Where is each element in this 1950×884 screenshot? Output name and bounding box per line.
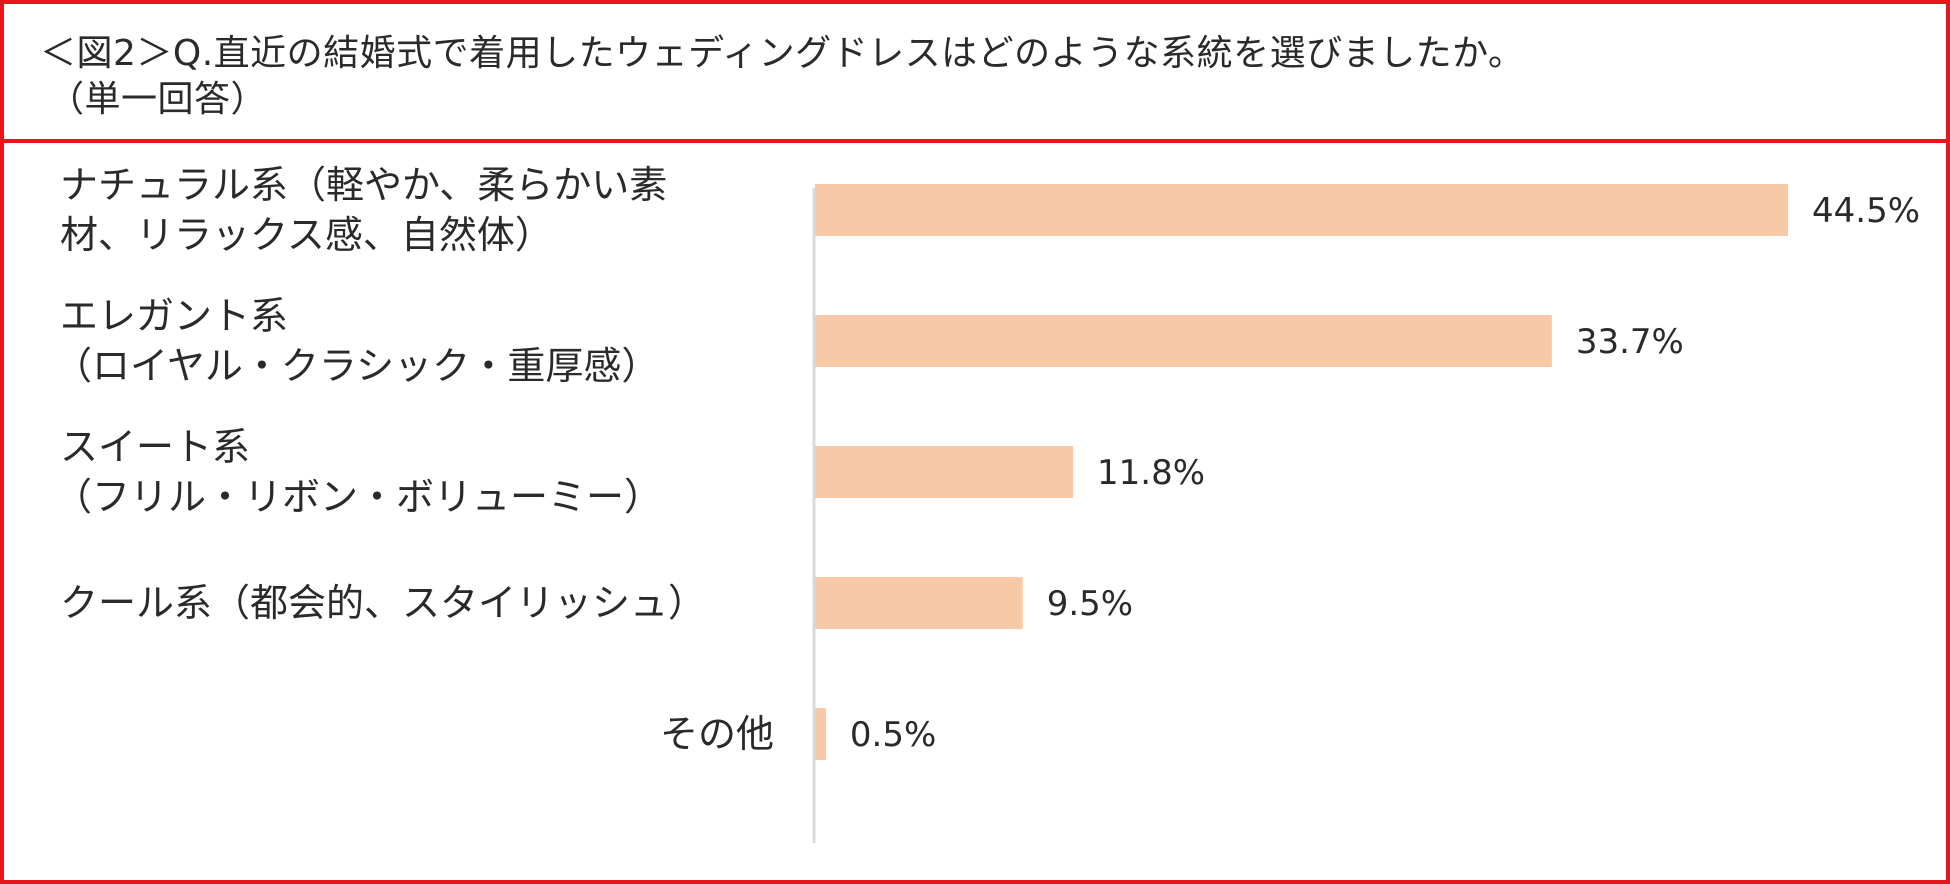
- value-label-3: 11.8%: [1097, 453, 1205, 493]
- bar-1: [815, 184, 1788, 236]
- value-label-1: 44.5%: [1812, 191, 1920, 231]
- category-label-4: クール系（都会的、スタイリッシュ）: [60, 581, 706, 625]
- category-label-2-line-2: （ロイヤル・クラシック・重厚感）: [54, 344, 659, 388]
- bar-5: [815, 708, 826, 760]
- category-label-1-line-1: ナチュラル系（軽やか、柔らかい素: [60, 163, 667, 207]
- category-label-5: その他: [660, 712, 774, 756]
- value-label-2: 33.7%: [1576, 322, 1684, 362]
- chart-box: 44.5% ナチュラル系（軽やか、柔らかい素 材、リラックス感、自然体） 33.7% エ…: [0, 139, 1950, 884]
- category-label-1-line-2: 材、リラックス感、自然体）: [60, 213, 553, 257]
- value-label-4: 9.5%: [1047, 584, 1133, 624]
- category-label-2-line-1: エレガント系: [60, 294, 288, 338]
- title-box: ＜図2＞Q.直近の結婚式で着用したウェディングドレスはどのような系統を選びました…: [0, 0, 1950, 143]
- category-label-3-line-2: （フリル・リボン・ボリューミー）: [54, 475, 662, 519]
- answer-type-note: （単一回答）: [48, 79, 268, 120]
- question-title: ＜図2＞Q.直近の結婚式で着用したウェディングドレスはどのような系統を選びました…: [40, 33, 1525, 74]
- bar-3: [815, 446, 1074, 498]
- category-label-3-line-1: スイート系: [60, 425, 250, 469]
- bar-2: [815, 315, 1552, 367]
- bar-4: [815, 577, 1023, 629]
- value-label-5: 0.5%: [850, 715, 936, 755]
